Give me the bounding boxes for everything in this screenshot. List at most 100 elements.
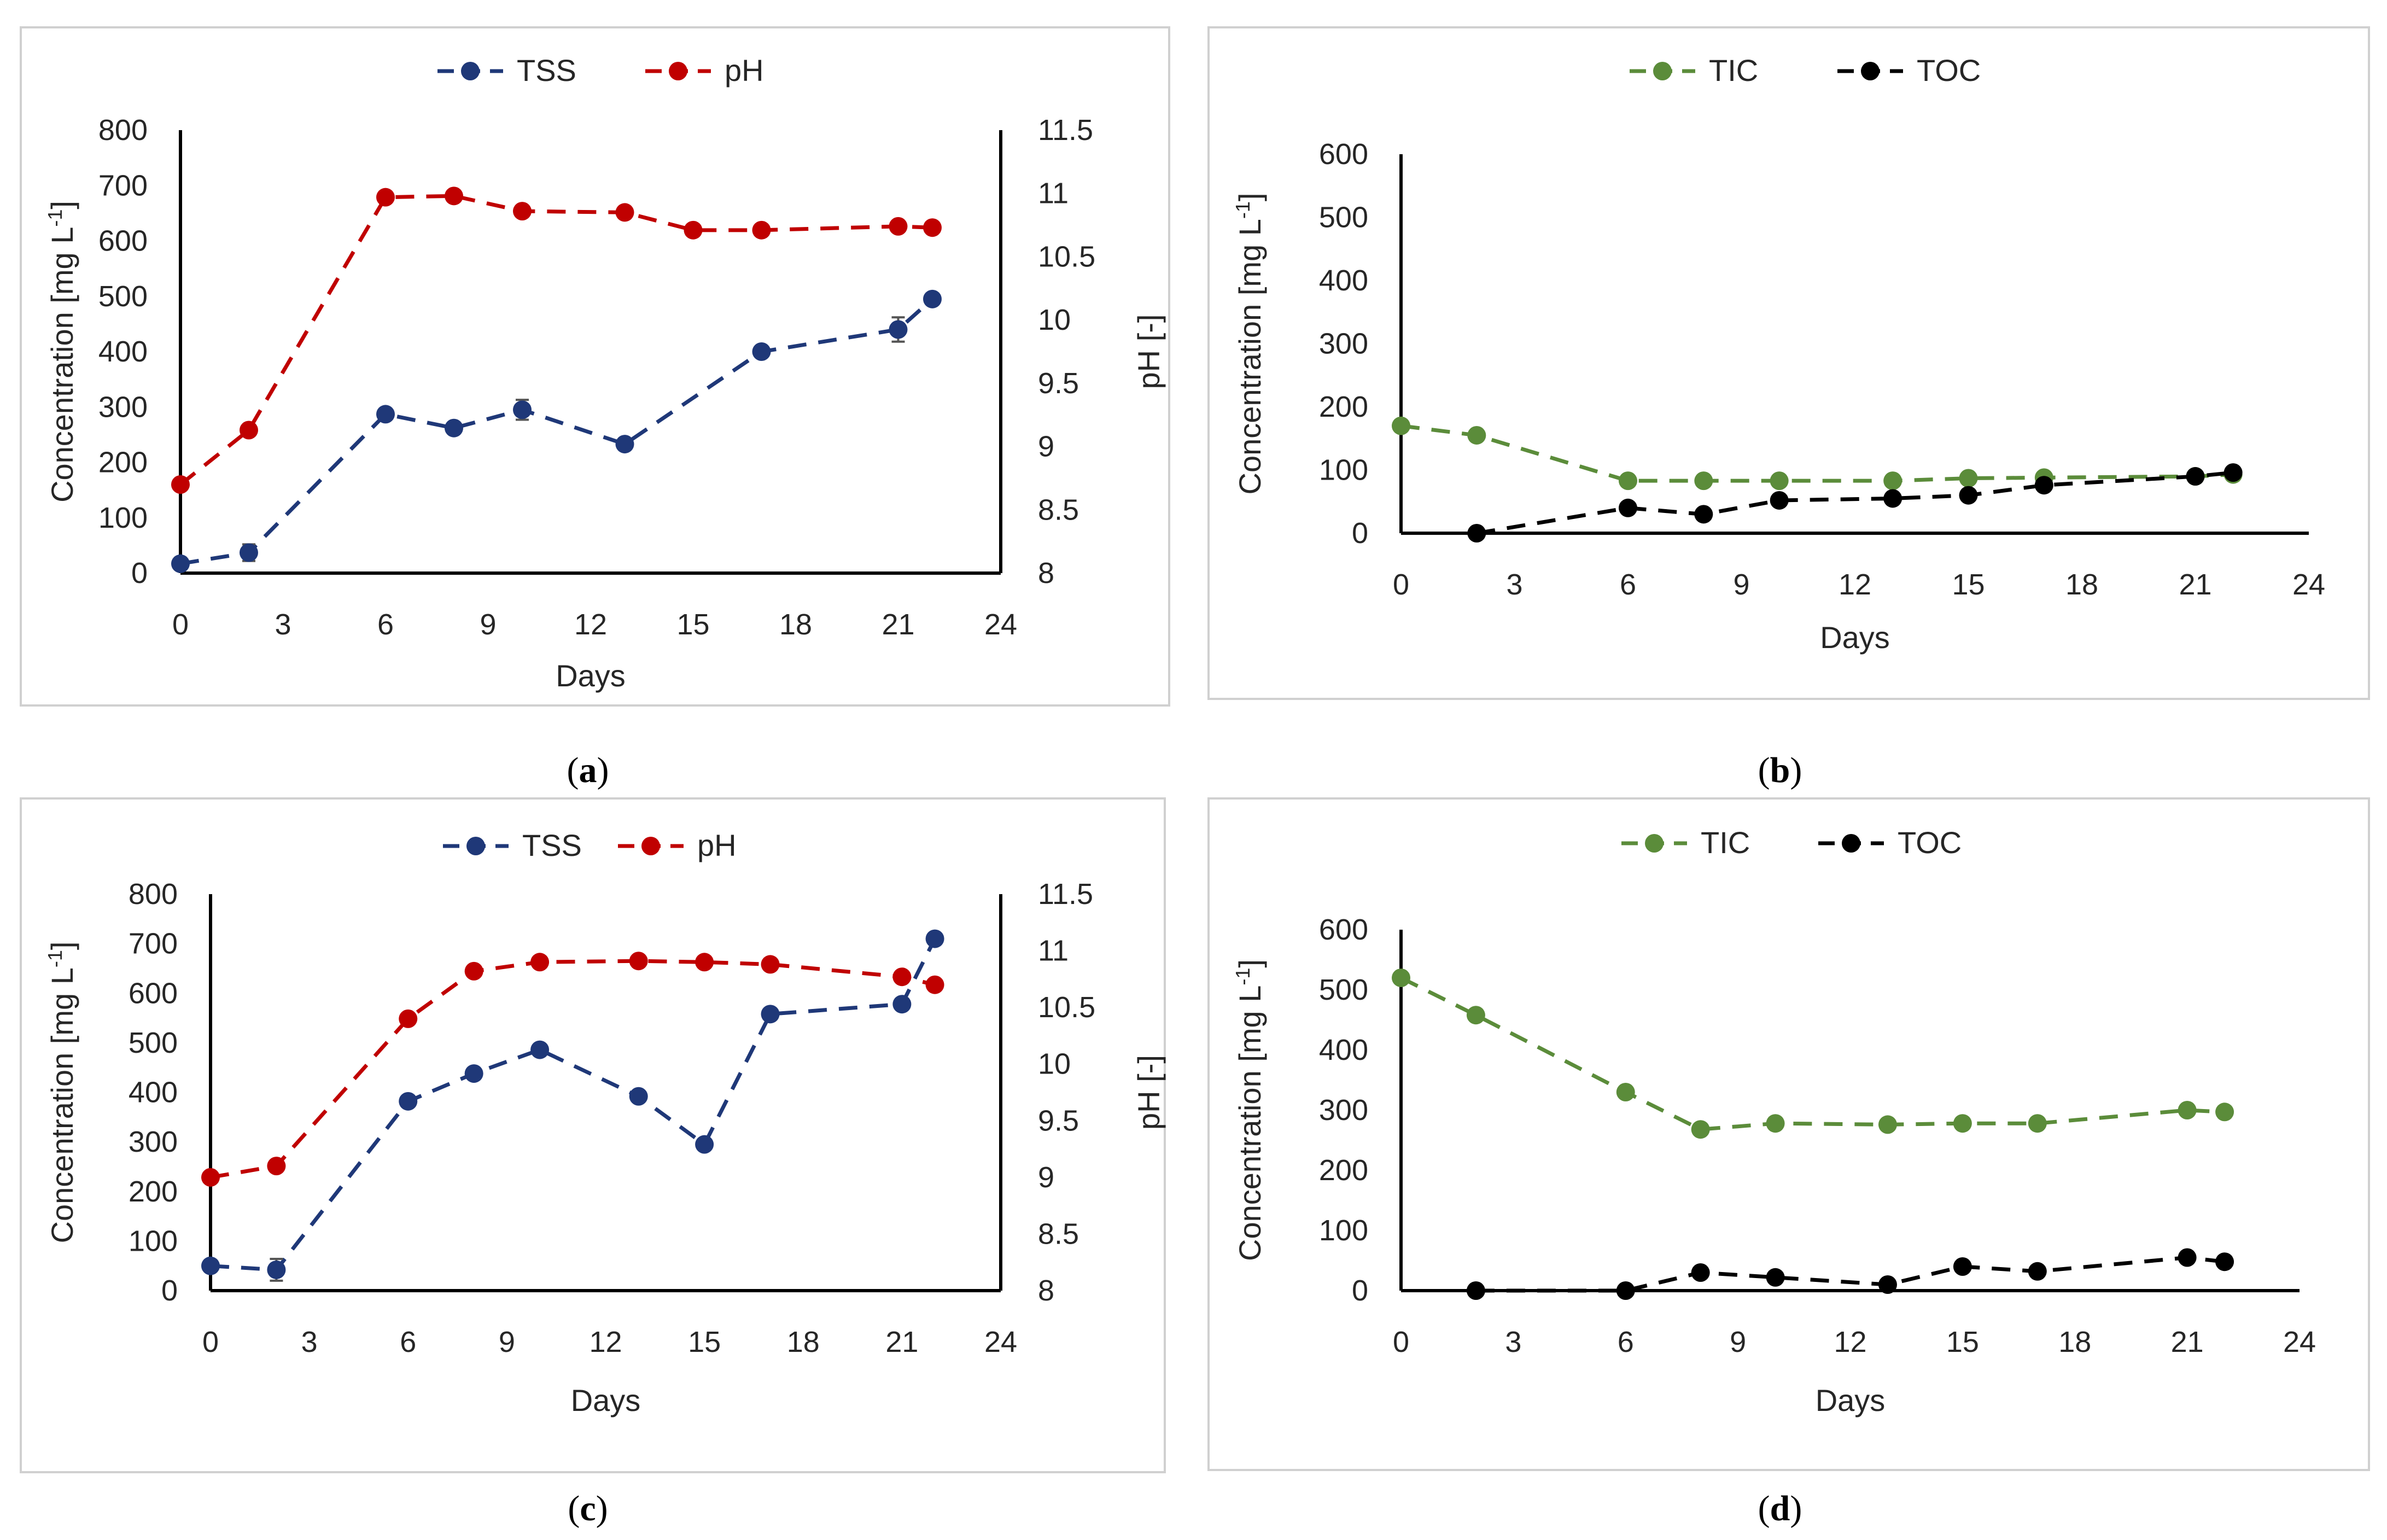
- panel-border: [20, 26, 1170, 707]
- y2-tick-label: 8: [1038, 1274, 1054, 1307]
- tic-data-point: [1953, 1114, 1972, 1133]
- x-tick-label: 3: [275, 608, 291, 641]
- panel-border: [1207, 797, 2370, 1471]
- y2-tick-label: 8: [1038, 557, 1054, 590]
- ph-data-point: [445, 186, 463, 206]
- ph-data-point: [923, 218, 942, 237]
- ph-data-point: [267, 1157, 286, 1176]
- y2-axis-title: pH [-]: [1131, 1055, 1166, 1130]
- tic-data-point: [2215, 1102, 2234, 1122]
- legend-tss-marker: [461, 62, 480, 80]
- toc-data-point: [1619, 498, 1637, 517]
- x-tick-label: 0: [1393, 568, 1409, 601]
- x-tick-label: 6: [1620, 568, 1636, 601]
- y-tick-label: 300: [129, 1125, 178, 1158]
- panel-caption: (d): [1758, 1489, 1802, 1529]
- x-tick-label: 0: [202, 1326, 219, 1358]
- x-tick-label: 12: [574, 608, 607, 641]
- ph-data-point: [530, 953, 550, 972]
- y-tick-label: 200: [1319, 1154, 1368, 1187]
- ph-data-point: [752, 220, 771, 240]
- tic-series-line: [1400, 424, 2233, 483]
- tic-data-point: [1392, 969, 1410, 987]
- y-tick-label: 600: [98, 225, 148, 258]
- x-tick-label: 9: [1730, 1326, 1746, 1358]
- toc-data-point: [2215, 1252, 2234, 1271]
- tss-data-point: [752, 342, 771, 361]
- legend-ph-label: pH: [697, 828, 737, 862]
- ph-data-point: [695, 953, 714, 972]
- x-tick-label: 24: [2283, 1326, 2316, 1358]
- tic-data-point: [1467, 425, 1486, 445]
- y-axis-title: Concentration [mg L-1]: [44, 942, 80, 1244]
- chart-panel-b: 0 3 6 9 12 15 18 21 24 0 100 200 300 400 500 600 Days Con…: [1207, 26, 2370, 790]
- ph-data-point: [892, 967, 912, 987]
- tic-data-point: [1619, 471, 1637, 491]
- y-axis-title: Concentration [mg L-1]: [44, 201, 80, 503]
- y-tick-label: 800: [98, 114, 148, 147]
- chart-panel-a: 0 3 6 9 12 15 18 21 24 0 100 200 300 400 500 600 700 800 8…: [20, 26, 1170, 790]
- toc-data-point: [2186, 467, 2205, 486]
- ph-data-point: [171, 475, 190, 494]
- ph-data-point: [629, 952, 648, 971]
- toc-data-point: [1691, 1263, 1710, 1282]
- panel-border: [20, 797, 1166, 1473]
- tic-data-point: [1466, 1006, 1485, 1025]
- tic-data-point: [1691, 1120, 1710, 1139]
- y-tick-label: 500: [98, 280, 148, 313]
- tic-data-point: [1883, 471, 1902, 491]
- y-tick-label: 500: [129, 1026, 178, 1059]
- y-tick-label: 600: [129, 977, 178, 1010]
- tss-data-point: [399, 1092, 418, 1111]
- ph-data-point: [889, 217, 908, 236]
- y-tick-label: 300: [98, 390, 148, 423]
- tss-data-point: [615, 435, 634, 454]
- ph-data-point: [201, 1168, 220, 1187]
- ph-data-point: [513, 202, 532, 221]
- y-tick-label: 300: [1319, 328, 1368, 360]
- tic-data-point: [2028, 1114, 2047, 1133]
- y-tick-label: 100: [1319, 454, 1368, 487]
- x-tick-label: 12: [1839, 568, 1871, 601]
- toc-data-point: [1766, 1268, 1785, 1287]
- x-tick-label: 15: [688, 1326, 721, 1358]
- y-tick-label: 200: [129, 1175, 178, 1208]
- y2-tick-label: 11.5: [1038, 114, 1093, 147]
- legend-tic-label: TIC: [1701, 825, 1750, 860]
- x-tick-label: 15: [1946, 1326, 1979, 1358]
- y-tick-label: 700: [98, 169, 148, 202]
- y2-tick-label: 11: [1038, 177, 1069, 210]
- y2-axis-title: pH [-]: [1131, 314, 1166, 389]
- tss-data-point: [513, 400, 532, 419]
- x-tick-label: 18: [779, 608, 812, 641]
- x-tick-label: 6: [1618, 1326, 1634, 1358]
- toc-data-point: [1770, 491, 1789, 510]
- tss-data-point: [923, 289, 942, 308]
- panel-caption: (b): [1758, 750, 1802, 790]
- ph-data-point: [376, 188, 395, 207]
- y-tick-label: 300: [1319, 1094, 1368, 1127]
- y-tick-label: 500: [1319, 973, 1368, 1006]
- y2-tick-label: 10: [1038, 304, 1071, 336]
- x-tick-label: 3: [301, 1326, 318, 1358]
- tic-data-point: [1616, 1083, 1635, 1101]
- x-tick-label: 9: [499, 1326, 515, 1358]
- x-tick-label: 24: [2292, 568, 2325, 601]
- tic-data-point: [1770, 471, 1789, 491]
- x-tick-label: 18: [2065, 568, 2098, 601]
- tic-data-point: [1766, 1114, 1785, 1133]
- tss-data-point: [892, 995, 912, 1014]
- toc-data-point: [1466, 1281, 1485, 1300]
- y2-tick-label: 9.5: [1038, 1104, 1079, 1137]
- x-tick-label: 3: [1505, 1326, 1521, 1358]
- x-tick-label: 6: [377, 608, 394, 641]
- chart-panel-d: 0 3 6 9 12 15 18 21 24 0 100 200 300 400 500 600 Days Con…: [1207, 797, 2370, 1529]
- toc-data-point: [2028, 1262, 2047, 1281]
- legend-tic-marker: [1645, 834, 1664, 853]
- ph-series-line: [210, 959, 936, 1180]
- y-tick-label: 500: [1319, 201, 1368, 234]
- tss-data-point: [925, 929, 944, 948]
- tic-data-point: [2178, 1101, 2197, 1119]
- legend-ph-marker: [669, 62, 687, 80]
